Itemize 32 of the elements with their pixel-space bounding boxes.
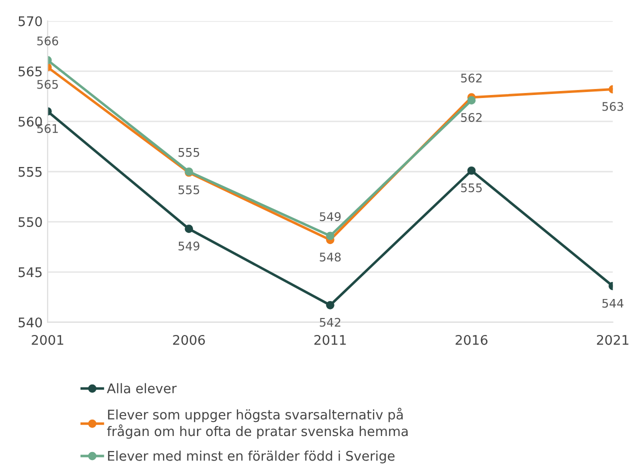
point <box>326 232 334 240</box>
point <box>467 166 476 175</box>
legend-label: Elever som uppger högsta svarsalternativ på frågan om hur ofta de pratar svenska hemma <box>107 408 408 439</box>
data-label: 542 <box>320 318 340 327</box>
y-tick-label: 540 <box>18 317 42 328</box>
legend-label: Elever med minst en förälder född i Sverige <box>108 450 395 464</box>
data-label: 555 <box>178 148 200 157</box>
y-tick-label: 550 <box>18 217 42 228</box>
y-tick-label: 555 <box>18 167 42 177</box>
x-tick-label: 2006 <box>173 334 205 345</box>
y-tick-label: 545 <box>18 267 42 278</box>
y-tick-label: 570 <box>18 16 42 26</box>
point <box>326 300 334 310</box>
x-tick-label: 2001 <box>32 334 64 345</box>
x-tick-label: 2021 <box>596 334 628 345</box>
legend-label: Alla elever <box>106 383 177 394</box>
x-tick-label: 2016 <box>456 334 488 345</box>
point <box>467 96 476 104</box>
data-label: 565 <box>37 80 58 89</box>
x-tick-label: 2011 <box>314 334 346 345</box>
data-label: 566 <box>37 36 58 46</box>
data-label: 544 <box>602 298 624 308</box>
data-label: 555 <box>461 183 482 192</box>
data-label: 563 <box>602 102 624 111</box>
data-label: 549 <box>178 242 200 250</box>
data-label: 549 <box>320 212 341 222</box>
y-tick-label: 565 <box>18 66 42 76</box>
point <box>184 224 194 234</box>
data-label: 562 <box>461 74 482 83</box>
data-label: 548 <box>320 252 341 262</box>
data-label: 555 <box>178 185 200 194</box>
data-label: 562 <box>461 113 482 122</box>
